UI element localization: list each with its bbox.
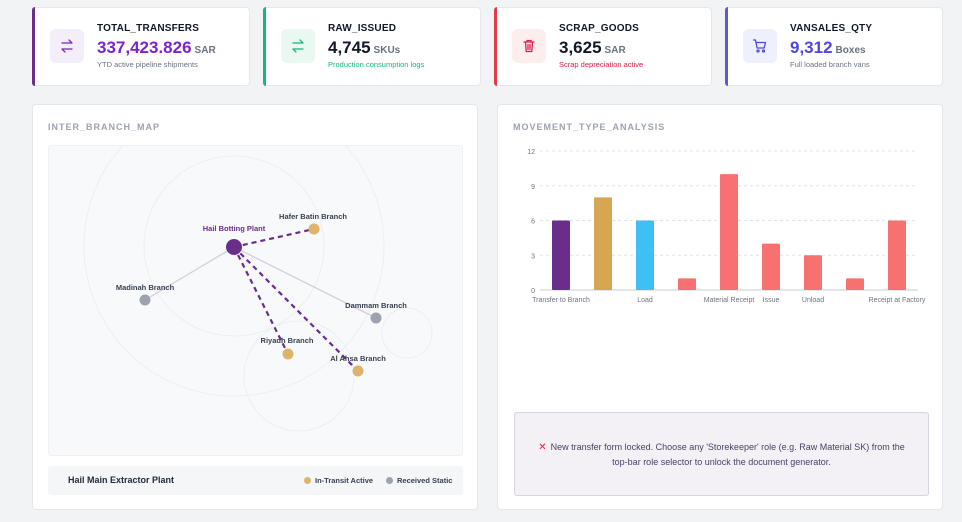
route-line-riyadh xyxy=(233,246,289,355)
legend-in-transit: In-Transit Active xyxy=(304,476,373,485)
map-canvas[interactable]: Hail Botting Plant Hafer Batin Branch Ma… xyxy=(48,145,463,456)
transfer-icon xyxy=(50,29,84,63)
kpi-accent-bar xyxy=(725,7,728,86)
node-label-riyadh: Riyadh Branch xyxy=(260,336,314,345)
bar-0 xyxy=(552,220,570,290)
kpi-accent-bar xyxy=(263,7,266,86)
bar-5 xyxy=(762,243,780,290)
panel-title: INTER_BRANCH_MAP xyxy=(48,122,161,132)
kpi-unit: SAR xyxy=(604,45,626,56)
kpi-unit: SAR xyxy=(194,45,216,56)
kpi-subtitle: Scrap depreciation active xyxy=(559,60,644,69)
node-label-hafer: Hafer Batin Branch xyxy=(279,212,347,221)
kpi-subtitle: Production consumption logs xyxy=(328,60,425,69)
legend-dot-icon xyxy=(304,477,311,484)
y-tick-label: 3 xyxy=(531,253,535,260)
route-line-madinah xyxy=(144,246,235,301)
node-alahsa[interactable] xyxy=(352,365,364,377)
map-background-rings xyxy=(83,146,433,432)
locked-form-alert: ✕ New transfer form locked. Choose any 'S… xyxy=(514,412,929,496)
y-tick-label: 9 xyxy=(531,184,535,191)
route-line-alahsa xyxy=(233,246,359,372)
node-label-hail: Hail Botting Plant xyxy=(202,224,266,233)
legend-label: Received Static xyxy=(397,476,453,485)
x-tick-label: Material Receipt xyxy=(704,297,755,304)
bar-4 xyxy=(720,174,738,290)
kpi-title: SCRAP_GOODS xyxy=(559,23,639,34)
bar-6 xyxy=(804,255,822,290)
kpi-value: 337,423.826 SAR xyxy=(97,38,216,57)
bar-8 xyxy=(888,220,906,290)
route-line-hafer xyxy=(233,227,315,249)
panel-title: MOVEMENT_TYPE_ANALYSIS xyxy=(513,122,666,132)
x-tick-label: Receipt at Factory xyxy=(869,297,926,304)
cart-icon xyxy=(743,29,777,63)
kpi-value: 4,745 SKUs xyxy=(328,38,401,57)
legend-dot-icon xyxy=(386,477,393,484)
bar-3 xyxy=(678,278,696,290)
kpi-title: VANSALES_QTY xyxy=(790,23,873,34)
bar-7 xyxy=(846,278,864,290)
kpi-title: RAW_ISSUED xyxy=(328,23,397,34)
chart-svg: 0 3 6 9 12 Transfer to Branch Load Material Rec… xyxy=(527,149,926,304)
close-icon: ✕ xyxy=(538,441,547,453)
kpi-card-total-transfers: TOTAL_TRANSFERS 337,423.826 SAR YTD activ… xyxy=(32,7,250,86)
y-tick-label: 12 xyxy=(527,149,535,156)
kpi-card-vansales-qty: VANSALES_QTY 9,312 Boxes Full loaded bran… xyxy=(725,7,943,86)
x-tick-label: Transfer to Branch xyxy=(532,297,590,304)
transfer-icon xyxy=(281,29,315,63)
x-tick-label: Load xyxy=(637,297,653,304)
kpi-value: 3,625 SAR xyxy=(559,38,626,57)
node-label-dammam: Dammam Branch xyxy=(345,301,407,310)
node-riyadh[interactable] xyxy=(282,348,294,360)
legend-received: Received Static xyxy=(386,476,452,485)
kpi-accent-bar xyxy=(494,7,497,86)
legend-label: In-Transit Active xyxy=(315,476,374,485)
bar-2 xyxy=(636,220,654,290)
node-dammam[interactable] xyxy=(370,312,382,324)
kpi-value: 9,312 Boxes xyxy=(790,38,866,57)
kpi-accent-bar xyxy=(32,7,35,86)
y-tick-label: 0 xyxy=(531,288,535,295)
bar-1 xyxy=(594,197,612,290)
x-tick-label: Issue xyxy=(763,297,780,304)
alert-message: New transfer form locked. Choose any 'St… xyxy=(550,441,905,467)
kpi-unit: SKUs xyxy=(373,45,401,56)
node-madinah[interactable] xyxy=(139,294,151,306)
y-tick-label: 6 xyxy=(531,219,535,226)
node-hub-hail[interactable] xyxy=(226,239,242,255)
kpi-subtitle: Full loaded branch vans xyxy=(790,60,870,69)
trash-icon xyxy=(512,29,546,63)
movement-type-panel: MOVEMENT_TYPE_ANALYSIS 0 3 6 9 12 Transfer to… xyxy=(497,104,943,510)
kpi-card-scrap-goods: SCRAP_GOODS 3,625 SAR Scrap depreciation … xyxy=(494,7,712,86)
map-legend-bar: Hail Main Extractor Plant In-Transit Act… xyxy=(48,466,463,495)
map-svg xyxy=(83,146,433,432)
node-hafer[interactable] xyxy=(308,223,320,235)
kpi-title: TOTAL_TRANSFERS xyxy=(97,23,200,34)
node-label-alahsa: Al Ahsa Branch xyxy=(330,354,386,363)
inter-branch-map-panel: INTER_BRANCH_MAP Hail Botting Plant Hafe… xyxy=(32,104,478,510)
kpi-unit: Boxes xyxy=(835,45,866,56)
selected-plant-name: Hail Main Extractor Plant xyxy=(68,475,175,485)
kpi-card-raw-issued: RAW_ISSUED 4,745 SKUs Production consumpt… xyxy=(263,7,481,86)
kpi-subtitle: YTD active pipeline shipments xyxy=(97,60,198,69)
route-line-dammam xyxy=(233,246,377,319)
movement-bar-chart: 0 3 6 9 12 Transfer to Branch Load Material Rec… xyxy=(510,145,930,320)
node-label-madinah: Madinah Branch xyxy=(115,283,175,292)
x-tick-label: Unload xyxy=(802,297,824,304)
